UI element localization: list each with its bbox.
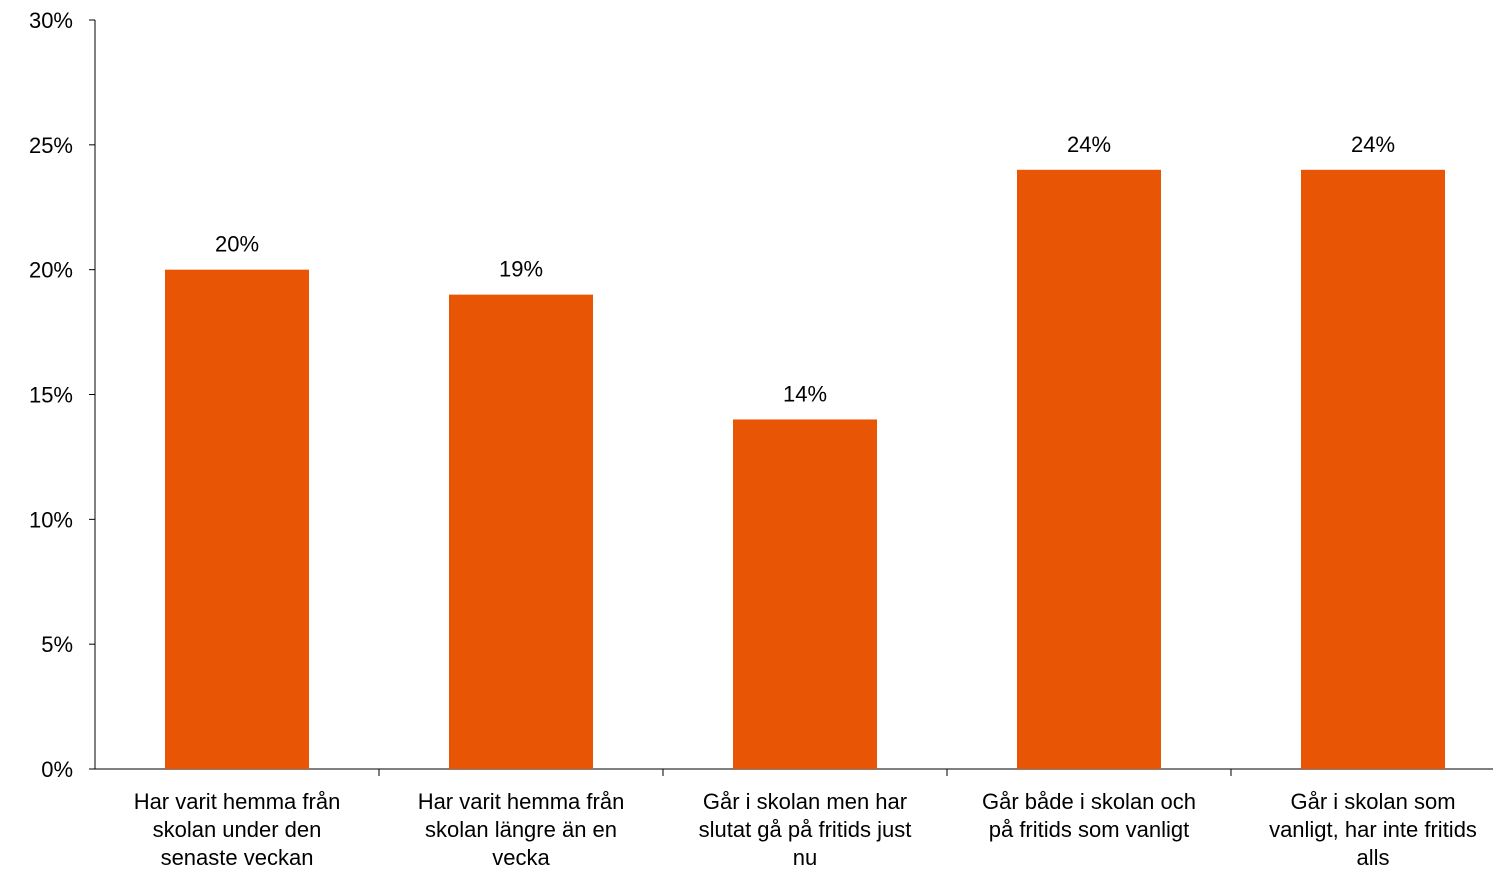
bar-series [165, 169, 1445, 770]
y-tick-label: 0% [41, 757, 73, 782]
y-tick-label: 5% [41, 632, 73, 657]
y-tick-label: 30% [29, 8, 73, 33]
bar [449, 294, 593, 769]
bar [1301, 169, 1445, 770]
category-label: Går i skolan som vanligt, har inte fritid… [1269, 789, 1477, 870]
data-labels: 20% 19% 14% 24% 24% [215, 132, 1395, 407]
bar [733, 419, 877, 769]
category-labels: Har varit hemma från skolan under den sena… [134, 789, 1477, 870]
data-label: 24% [1067, 132, 1111, 157]
y-tick-label: 20% [29, 258, 73, 283]
data-label: 20% [215, 232, 259, 257]
data-label: 19% [499, 257, 543, 282]
category-label: Har varit hemma från skolan längre än en v… [418, 789, 625, 870]
category-label: Går både i skolan och på fritids som vanl… [982, 789, 1196, 842]
y-tick-label: 10% [29, 507, 73, 532]
data-label: 24% [1351, 132, 1395, 157]
y-tick-label: 25% [29, 133, 73, 158]
bar [1017, 169, 1161, 770]
bar [165, 269, 309, 769]
data-label: 14% [783, 381, 827, 406]
y-axis: 0% 5% 10% 15% 20% 25% 30% [29, 8, 96, 782]
category-label: Går i skolan men har slutat gå på fritids… [699, 789, 912, 870]
x-axis [89, 768, 1493, 776]
category-label: Har varit hemma från skolan under den sena… [134, 789, 341, 870]
y-tick-label: 15% [29, 383, 73, 408]
